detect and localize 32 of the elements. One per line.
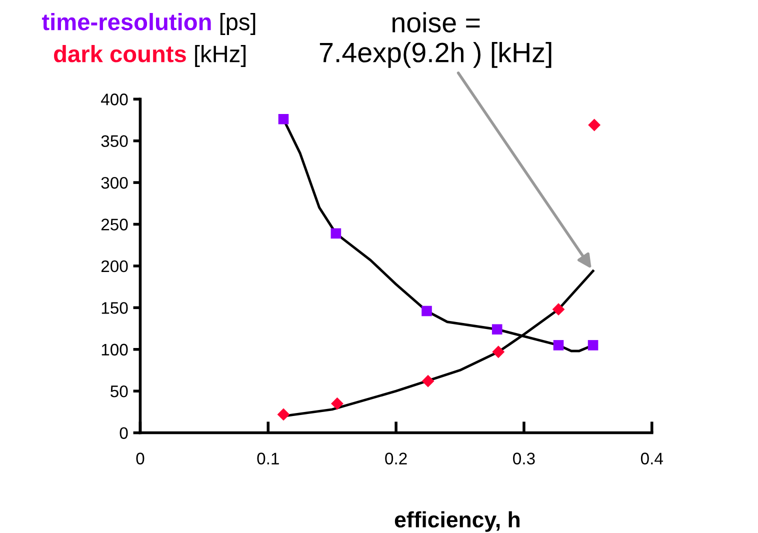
point (492, 346, 505, 358)
point (588, 118, 601, 132)
point (422, 374, 434, 388)
point (278, 114, 289, 124)
text: [ps] (220, 12, 256, 35)
text: dark counts (54, 44, 186, 62)
x-tick-label: 0.1 (257, 452, 279, 464)
x-tick-label: 0 (136, 452, 144, 464)
text: noise = 7.4exp(9.2h ) [kHz] (320, 12, 552, 68)
y-tick-label: 250 (101, 218, 128, 230)
point (330, 228, 342, 239)
point (553, 340, 564, 350)
point (492, 324, 502, 335)
y-tick-label: 0 (120, 427, 128, 439)
point (331, 397, 344, 410)
x-axis-title: efficiency, h (394, 511, 520, 532)
y-tick-label: 100 (102, 344, 128, 356)
text: [kHz] (195, 44, 246, 67)
point (277, 408, 290, 421)
y-tick-label: 300 (101, 176, 128, 189)
x-tick-label: 0.4 (640, 452, 663, 464)
y-tick-label: 400 (101, 94, 128, 106)
y-tick-label: 50 (110, 385, 128, 398)
text: time-resolution (42, 12, 211, 30)
y-tick-label: 200 (101, 260, 128, 272)
point (422, 306, 432, 316)
x-tick-label: 0.3 (513, 452, 535, 464)
point (552, 303, 565, 316)
y-tick-label: 150 (102, 302, 128, 314)
x-tick-label: 0.2 (385, 452, 407, 464)
point (588, 340, 598, 350)
y-tick-label: 350 (101, 135, 128, 148)
